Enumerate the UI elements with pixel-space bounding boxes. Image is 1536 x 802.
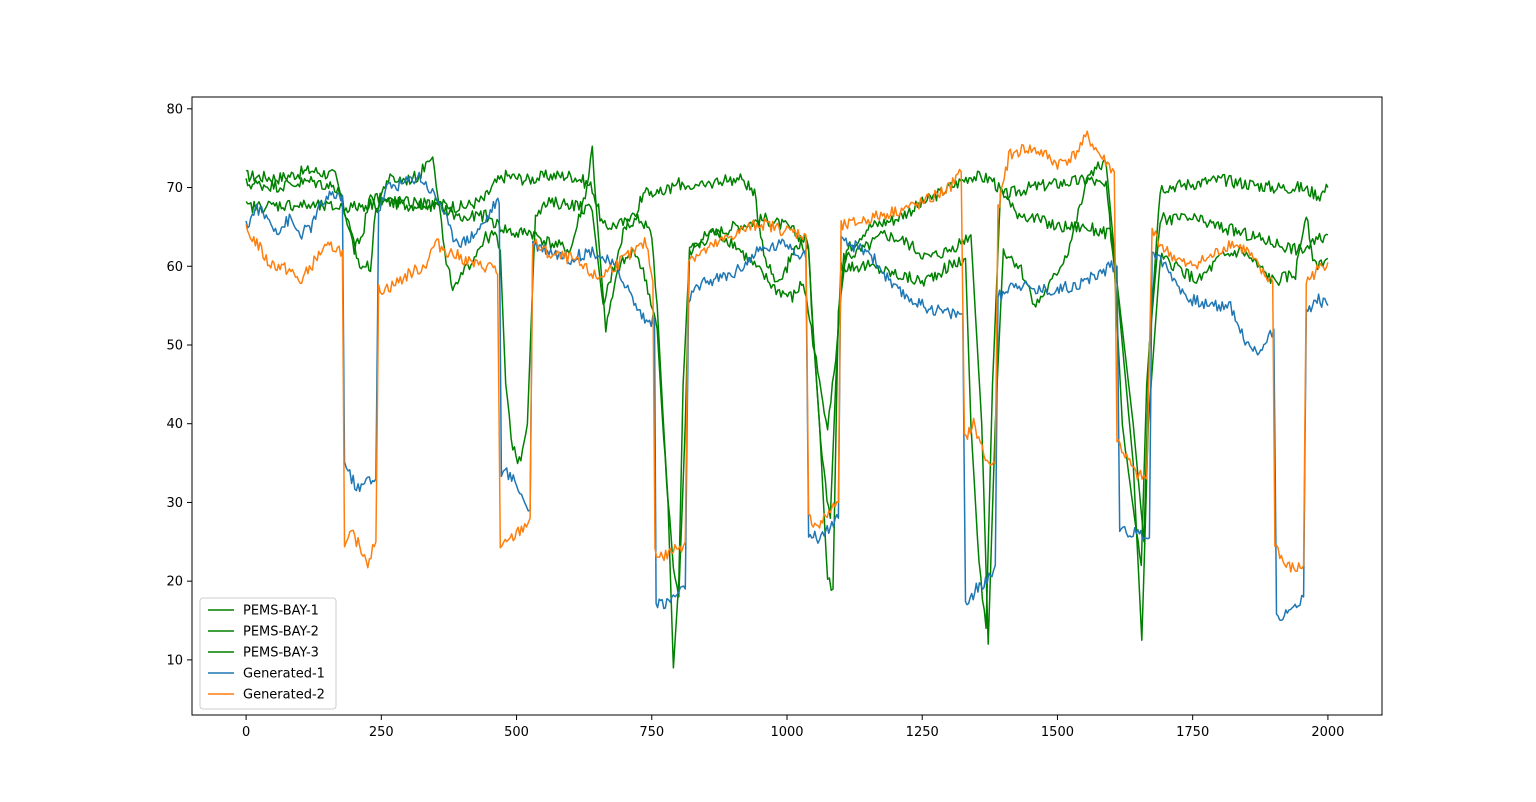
x-axis: 0 250 500 750 1000 1250 1500 1750 2000 xyxy=(242,715,1344,740)
series-line-3 xyxy=(245,145,1329,669)
x-tick-label: 1000 xyxy=(770,725,803,740)
y-tick-label: 60 xyxy=(166,260,183,275)
y-tick-label: 40 xyxy=(166,417,183,432)
x-tick-label: 250 xyxy=(369,725,394,740)
legend-label: PEMS-BAY-1 xyxy=(243,604,319,619)
x-tick-label: 0 xyxy=(242,725,250,740)
y-tick-label: 30 xyxy=(166,496,183,511)
x-tick-label: 750 xyxy=(639,725,664,740)
series-layer xyxy=(245,130,1329,669)
x-tick-label: 500 xyxy=(504,725,529,740)
y-tick-label: 20 xyxy=(166,575,183,590)
x-tick-label: 2000 xyxy=(1311,725,1344,740)
legend: PEMS-BAY-1 PEMS-BAY-2 PEMS-BAY-3 Generated-… xyxy=(199,597,337,710)
y-tick-label: 80 xyxy=(166,102,183,117)
y-tick-label: 10 xyxy=(166,653,183,668)
x-tick-label: 1500 xyxy=(1041,725,1074,740)
x-tick-label: 1250 xyxy=(906,725,939,740)
legend-label: Generated-2 xyxy=(243,688,325,703)
y-axis: 10 20 30 40 50 60 70 80 xyxy=(166,102,192,668)
series-line-4 xyxy=(245,171,1329,622)
x-tick-label: 1750 xyxy=(1176,725,1209,740)
y-tick-label: 50 xyxy=(166,338,183,353)
legend-label: PEMS-BAY-3 xyxy=(243,646,319,661)
legend-label: Generated-1 xyxy=(243,667,325,682)
legend-box xyxy=(199,597,337,710)
y-tick-label: 70 xyxy=(166,181,183,196)
legend-label: PEMS-BAY-2 xyxy=(243,625,319,640)
series-line-5 xyxy=(245,130,1329,573)
